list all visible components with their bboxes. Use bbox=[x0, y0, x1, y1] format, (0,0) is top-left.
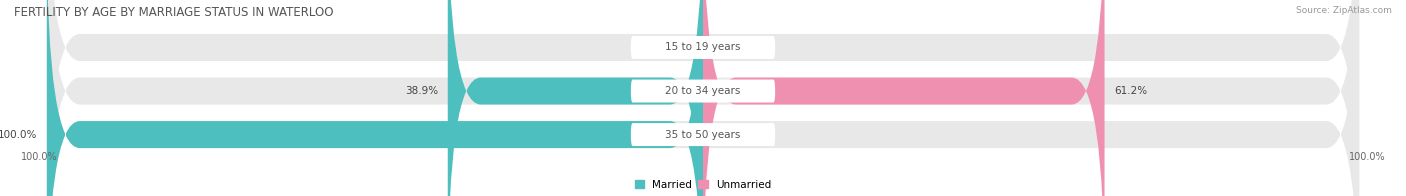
Text: 20 to 34 years: 20 to 34 years bbox=[665, 86, 741, 96]
Text: 0.0%: 0.0% bbox=[716, 130, 742, 140]
Text: 15 to 19 years: 15 to 19 years bbox=[665, 43, 741, 53]
FancyBboxPatch shape bbox=[46, 0, 703, 196]
Text: 0.0%: 0.0% bbox=[716, 43, 742, 53]
Text: Source: ZipAtlas.com: Source: ZipAtlas.com bbox=[1296, 6, 1392, 15]
Text: 0.0%: 0.0% bbox=[664, 43, 690, 53]
Text: 100.0%: 100.0% bbox=[0, 130, 37, 140]
FancyBboxPatch shape bbox=[631, 123, 775, 146]
Legend: Married, Unmarried: Married, Unmarried bbox=[630, 176, 776, 194]
Text: 100.0%: 100.0% bbox=[21, 152, 58, 162]
Text: 100.0%: 100.0% bbox=[1348, 152, 1385, 162]
FancyBboxPatch shape bbox=[631, 80, 775, 103]
FancyBboxPatch shape bbox=[46, 0, 1360, 196]
FancyBboxPatch shape bbox=[46, 0, 1360, 196]
Text: 61.2%: 61.2% bbox=[1115, 86, 1147, 96]
Text: FERTILITY BY AGE BY MARRIAGE STATUS IN WATERLOO: FERTILITY BY AGE BY MARRIAGE STATUS IN W… bbox=[14, 6, 333, 19]
FancyBboxPatch shape bbox=[447, 0, 703, 196]
FancyBboxPatch shape bbox=[703, 0, 1105, 196]
FancyBboxPatch shape bbox=[46, 0, 1360, 196]
Text: 38.9%: 38.9% bbox=[405, 86, 437, 96]
FancyBboxPatch shape bbox=[631, 36, 775, 59]
Text: 35 to 50 years: 35 to 50 years bbox=[665, 130, 741, 140]
